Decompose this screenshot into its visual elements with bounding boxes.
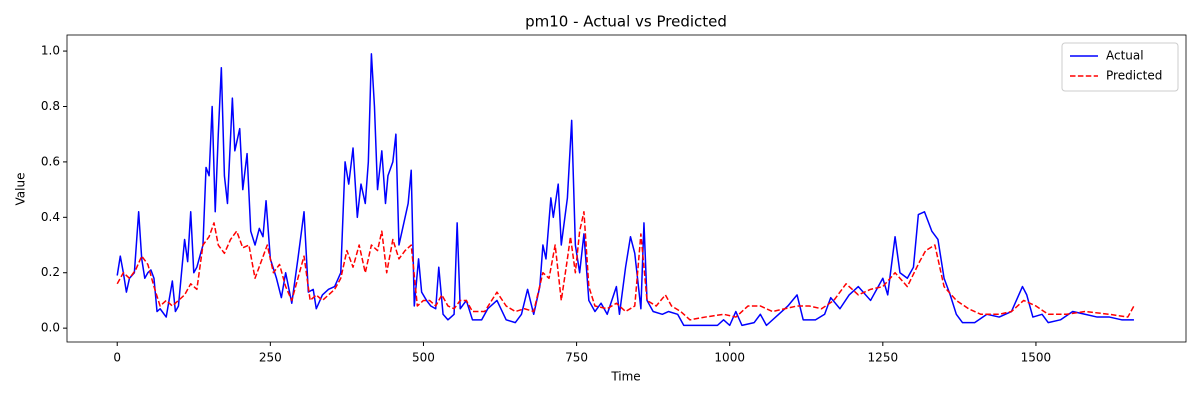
y-tick-label: 1.0 <box>41 44 60 58</box>
y-tick-label: 0.8 <box>41 99 60 113</box>
chart-title: pm10 - Actual vs Predicted <box>525 13 727 31</box>
x-tick-label: 0 <box>113 351 121 365</box>
y-tick-label: 0.4 <box>41 210 60 224</box>
y-tick-label: 0.2 <box>41 265 60 279</box>
plot-frame <box>66 34 1187 343</box>
legend-box <box>1061 42 1179 92</box>
legend-label: Actual <box>1106 49 1144 63</box>
series-line <box>116 211 1135 321</box>
x-tick-label: 1250 <box>868 351 899 365</box>
y-tick-label: 0.6 <box>41 154 60 168</box>
x-tick-label: 1500 <box>1021 351 1052 365</box>
series-line <box>116 53 1134 327</box>
x-axis-label: Time <box>610 370 640 384</box>
legend-label: Predicted <box>1106 69 1162 83</box>
x-tick-label: 500 <box>412 351 435 365</box>
x-tick-label: 250 <box>259 351 282 365</box>
x-tick-label: 750 <box>565 351 588 365</box>
x-tick-label: 1000 <box>714 351 745 365</box>
y-tick-label: 0.0 <box>41 321 60 335</box>
y-axis-label: Value <box>14 173 28 206</box>
